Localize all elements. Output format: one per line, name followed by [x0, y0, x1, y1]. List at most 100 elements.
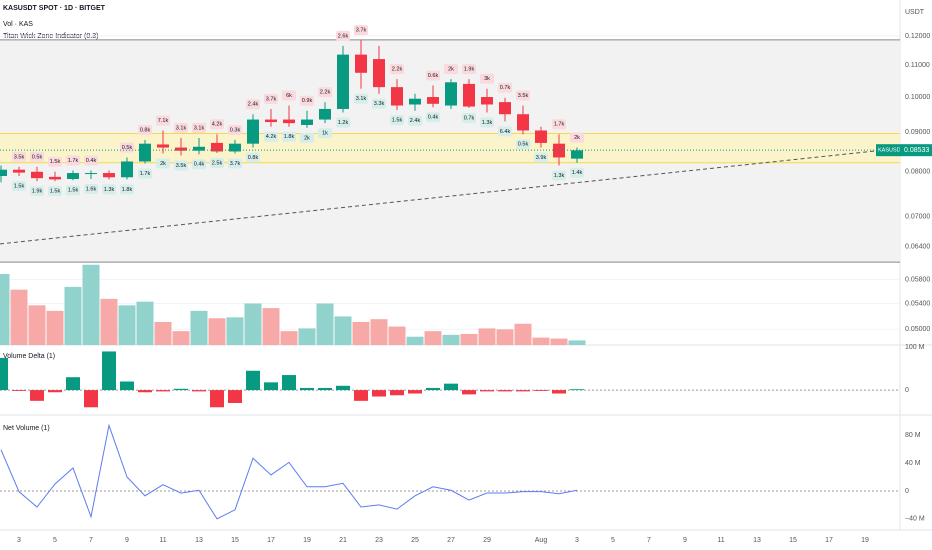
lower-wick-label: 0.8k — [248, 155, 259, 161]
delta-bar — [552, 390, 566, 394]
wick-label-box — [426, 70, 440, 81]
lower-wick-label: 1.8k — [122, 187, 133, 193]
wick-label-box — [210, 119, 224, 130]
volume-bar — [370, 319, 388, 345]
delta-bar — [390, 390, 404, 396]
delta-bar — [462, 390, 476, 395]
volume-bar — [388, 326, 406, 345]
lower-wick-label: 3.7k — [230, 161, 241, 167]
upper-wick-label: 3.7k — [266, 96, 277, 102]
upper-wick-label: 3.7k — [356, 28, 367, 34]
wick-label-box — [390, 64, 404, 75]
delta-bar — [426, 387, 440, 391]
candle-body — [247, 119, 259, 144]
wick-label-box — [138, 124, 152, 135]
pane-title: Net Volume (1) — [3, 425, 50, 432]
lower-wick-label: 1.2k — [338, 120, 349, 126]
wick-label-box — [480, 117, 494, 128]
time-tick-label: 7 — [89, 537, 93, 544]
time-tick-label: 7 — [647, 537, 651, 544]
delta-tick-label: 100 M — [905, 344, 925, 351]
wick-label-box — [102, 184, 116, 195]
delta-bar — [354, 390, 368, 401]
volume-bar — [244, 303, 262, 345]
candle-body — [319, 108, 331, 120]
delta-bar — [336, 385, 350, 391]
upper-wick-label: 1.9k — [464, 67, 475, 73]
delta-bar — [66, 377, 80, 391]
volume-bar — [0, 273, 10, 345]
upper-wick-label: 0.7k — [500, 85, 511, 91]
wick-label-box — [336, 117, 350, 128]
time-tick-label: 3 — [575, 537, 579, 544]
candle-body — [427, 97, 439, 104]
candle-body — [85, 173, 97, 175]
upper-wick-label: 0.8k — [140, 127, 151, 133]
symbol-tag — [876, 144, 900, 157]
candle-body — [103, 173, 115, 178]
delta-bar — [372, 390, 386, 397]
wick-label-box — [210, 158, 224, 169]
wick-label-box — [354, 93, 368, 104]
wick-label-box — [552, 119, 566, 130]
lower-wick-label: 3.9k — [536, 155, 547, 161]
upper-wick-label: 0.6k — [428, 73, 439, 79]
candle-body — [265, 119, 277, 123]
volume-bar — [100, 298, 118, 345]
time-tick-label: 3 — [17, 537, 21, 544]
wick-label-box — [498, 82, 512, 93]
time-tick-label: 19 — [861, 537, 869, 544]
delta-bar — [210, 390, 224, 408]
candle-body — [535, 130, 547, 143]
candle-body — [373, 59, 385, 88]
time-tick-label: 11 — [159, 537, 166, 544]
lower-wick-label: 0.5k — [518, 142, 529, 148]
candle-body — [175, 147, 187, 151]
wick-label-box — [264, 131, 278, 142]
lower-wick-label: 2.5k — [212, 161, 223, 167]
wick-label-box — [174, 160, 188, 171]
delta-bar — [444, 383, 458, 391]
price-tag — [900, 144, 932, 157]
upper-wick-label: 2.2k — [320, 90, 331, 96]
wick-label-box — [30, 151, 44, 162]
candle-body — [445, 82, 457, 106]
volume-bar — [496, 329, 514, 345]
wick-label-box — [570, 167, 584, 178]
time-tick-label: 5 — [53, 537, 57, 544]
price-tick-label: 0.05400 — [905, 300, 930, 307]
net-tick-label: 40 M — [905, 460, 921, 467]
price-tick-label: 0.07000 — [905, 213, 930, 220]
time-tick-label: 23 — [375, 537, 383, 544]
candle-body — [67, 173, 79, 179]
upper-wick-label: 3.1k — [176, 125, 187, 131]
wick-label-box — [12, 151, 26, 162]
wick-label-box — [570, 132, 584, 143]
price-tick-label: 0.08000 — [905, 169, 930, 176]
wick-label-box — [228, 124, 242, 135]
candle-body — [355, 54, 367, 73]
wick-label-box — [300, 132, 314, 143]
wick-label-box — [516, 90, 530, 101]
upper-wick-label: 1.7k — [68, 158, 79, 164]
delta-bar — [192, 390, 206, 392]
upper-wick-label: 3.5k — [518, 93, 529, 99]
candle-body — [301, 119, 313, 125]
candle-body — [211, 142, 223, 152]
candle-body — [0, 169, 7, 176]
delta-bar — [0, 357, 8, 391]
lower-wick-label: 2k — [160, 161, 166, 167]
time-tick-label: 13 — [753, 537, 761, 544]
lower-wick-label: 1.3k — [482, 120, 493, 126]
volume-bar — [550, 338, 568, 345]
delta-bar — [408, 390, 422, 394]
wick-label-box — [444, 64, 458, 75]
lower-wick-label: 1.3k — [554, 173, 565, 179]
lower-wick-label: 1.5k — [14, 183, 25, 189]
wick-label-box — [228, 158, 242, 169]
delta-bar — [138, 390, 152, 393]
lower-wick-label: 1.5k — [392, 117, 403, 123]
delta-bar — [570, 389, 584, 391]
wick-label-box — [408, 115, 422, 126]
